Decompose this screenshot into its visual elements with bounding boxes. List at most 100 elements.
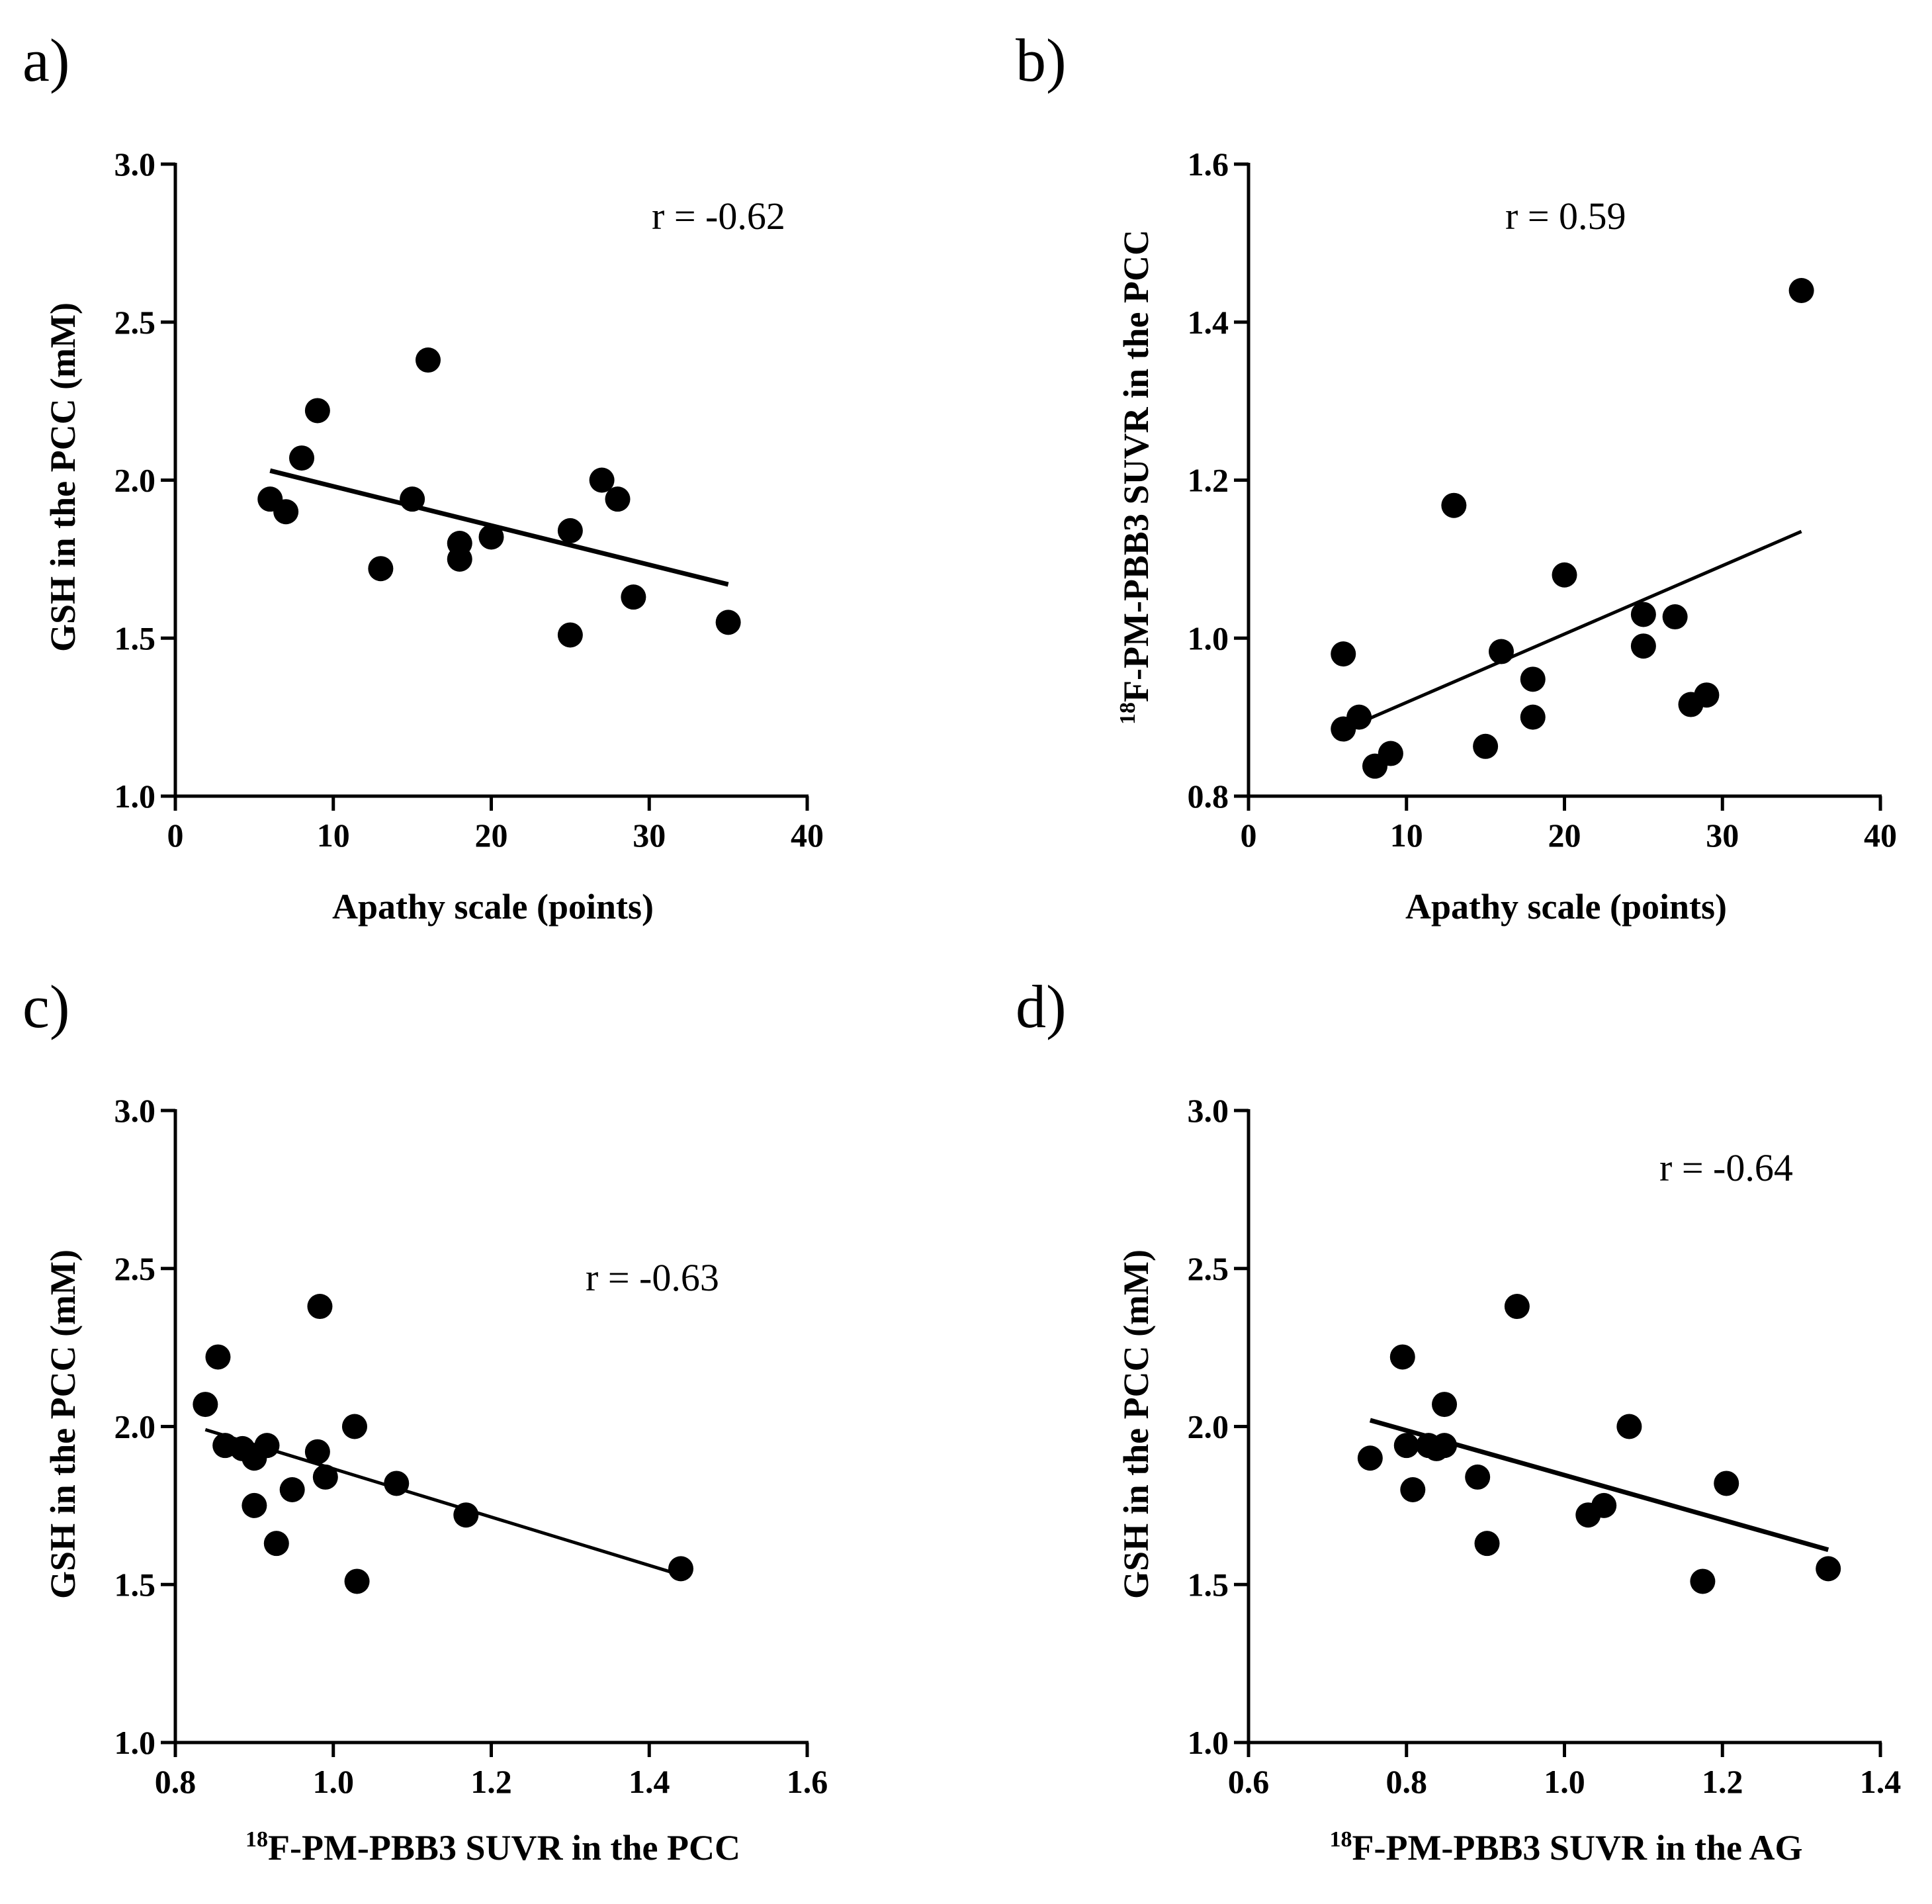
- x-tick-label: 20: [475, 817, 508, 854]
- data-point: [557, 622, 583, 648]
- y-axis-title-superscript: 18: [1116, 702, 1140, 725]
- data-point: [621, 584, 646, 610]
- x-tick-label: 20: [1548, 817, 1581, 854]
- data-point: [254, 1433, 280, 1459]
- data-point: [344, 1568, 370, 1594]
- points-group: [193, 1294, 693, 1594]
- data-point: [341, 1414, 367, 1439]
- x-tick-label: 10: [317, 817, 350, 854]
- x-tick-label: 0: [1241, 817, 1257, 854]
- y-tick-label: 3.0: [114, 146, 156, 183]
- data-point: [307, 1294, 333, 1320]
- x-tick-label: 10: [1390, 817, 1423, 854]
- regression-line: [204, 1428, 681, 1577]
- data-point: [1432, 1433, 1458, 1459]
- panel-label: b): [1016, 26, 1067, 94]
- data-point: [304, 1439, 330, 1465]
- data-point: [1432, 1392, 1458, 1418]
- correlation-annotation: r = -0.63: [586, 1256, 719, 1299]
- data-point: [384, 1471, 410, 1496]
- data-point: [273, 499, 299, 525]
- data-point: [368, 556, 394, 582]
- x-axis-title-text: F-PM-PBB3 SUVR in the PCC: [268, 1828, 740, 1868]
- panel-label: a): [22, 26, 69, 94]
- x-axis-title: Apathy scale (points): [332, 887, 654, 927]
- x-tick-label: 1.6: [787, 1763, 828, 1800]
- x-axis-title: 18F-PM-PBB3 SUVR in the AG: [1330, 1827, 1803, 1868]
- x-tick-label: 0: [167, 817, 184, 854]
- y-axis-title-text: F-PM-PBB3 SUVR in the PCC: [1116, 230, 1156, 702]
- data-point: [1378, 741, 1403, 766]
- y-tick-label: 2.0: [114, 1408, 156, 1445]
- x-axis-title-text: F-PM-PBB3 SUVR in the AG: [1352, 1828, 1803, 1868]
- data-point: [1441, 492, 1467, 518]
- data-point: [400, 486, 425, 512]
- data-point: [453, 1502, 479, 1528]
- data-point: [1489, 639, 1514, 664]
- data-point: [263, 1531, 289, 1557]
- x-tick-label: 1.0: [1544, 1763, 1585, 1800]
- data-point: [715, 610, 741, 635]
- y-tick-label: 1.0: [1188, 619, 1229, 657]
- data-point: [1690, 1568, 1716, 1594]
- y-tick-label: 1.6: [1188, 146, 1229, 183]
- x-tick-label: 40: [791, 817, 824, 854]
- data-point: [289, 445, 314, 471]
- data-point: [1630, 602, 1656, 627]
- data-point: [1816, 1556, 1841, 1582]
- x-tick-label: 30: [1706, 817, 1739, 854]
- data-point: [1393, 1433, 1419, 1459]
- y-tick-label: 1.0: [114, 778, 156, 815]
- x-tick-label: 1.4: [1860, 1763, 1902, 1800]
- tick-group: 0.8 1.0 1.2 1.4 1.61.01.52.02.53.0: [114, 1092, 828, 1800]
- data-point: [589, 467, 615, 493]
- y-tick-label: 1.5: [1188, 1566, 1229, 1603]
- data-point: [242, 1492, 267, 1518]
- correlation-annotation: r = 0.59: [1505, 195, 1626, 238]
- data-point: [304, 398, 330, 424]
- data-point: [1662, 604, 1688, 630]
- data-point: [1331, 641, 1356, 667]
- data-point: [1473, 733, 1499, 759]
- x-tick-label: 0.6: [1228, 1763, 1270, 1800]
- tick-group: 0 10 20 30 40 1.0 1.5 2.0 2.5 3.0: [114, 146, 824, 854]
- x-tick-label: 0.8: [1386, 1763, 1428, 1800]
- panel-label: c): [22, 973, 69, 1040]
- data-point: [1346, 704, 1372, 730]
- data-point: [1474, 1531, 1500, 1557]
- y-axis-title: GSH in the PCC (mM): [1116, 1249, 1156, 1599]
- x-tick-label: 1.0: [313, 1763, 355, 1800]
- data-point: [1694, 682, 1720, 708]
- data-point: [193, 1392, 218, 1418]
- y-axis-title: GSH in the PCC (mM): [43, 302, 83, 652]
- data-point: [1788, 278, 1814, 303]
- y-tick-label: 3.0: [114, 1092, 156, 1129]
- data-point: [1465, 1464, 1491, 1490]
- data-point: [668, 1556, 693, 1582]
- regression-line: [1342, 529, 1802, 732]
- correlation-annotation: r = -0.62: [652, 195, 785, 238]
- panel-label: d): [1016, 973, 1067, 1040]
- y-axis-title: 18F-PM-PBB3 SUVR in the PCC: [1116, 230, 1156, 725]
- data-point: [1504, 1294, 1530, 1320]
- data-point: [1389, 1344, 1415, 1370]
- panel-a: a) 0 10 20 30 40 1.0 1.5 2.0 2.5 3.0 r = -0.62 Ap…: [22, 26, 824, 927]
- x-axis-title: Apathy scale (points): [1405, 887, 1727, 927]
- data-point: [1714, 1471, 1739, 1496]
- data-point: [1357, 1445, 1383, 1471]
- x-axis-title-superscript: 18: [245, 1827, 268, 1852]
- data-point: [416, 347, 441, 373]
- data-point: [605, 486, 631, 512]
- y-tick-label: 1.0: [114, 1724, 156, 1761]
- data-point: [1630, 633, 1656, 659]
- y-tick-label: 1.2: [1188, 462, 1229, 499]
- panel-d: d) 0.6 0.8 1.0 1.2 1.4 1.0 1.5 2.0 2.5 3.0 r = -0…: [1016, 973, 1901, 1868]
- x-tick-label: 0.8: [155, 1763, 197, 1800]
- data-point: [279, 1477, 305, 1502]
- y-tick-label: 1.4: [1188, 304, 1229, 341]
- y-tick-label: 2.5: [114, 304, 156, 341]
- x-axis-title-superscript: 18: [1330, 1827, 1352, 1852]
- panel-b: b) 0 10 20 30 40 0.8 1.0 1.2 1.4 1.6 r = 0.59 Apa…: [1016, 26, 1897, 927]
- points-group: [1331, 278, 1814, 779]
